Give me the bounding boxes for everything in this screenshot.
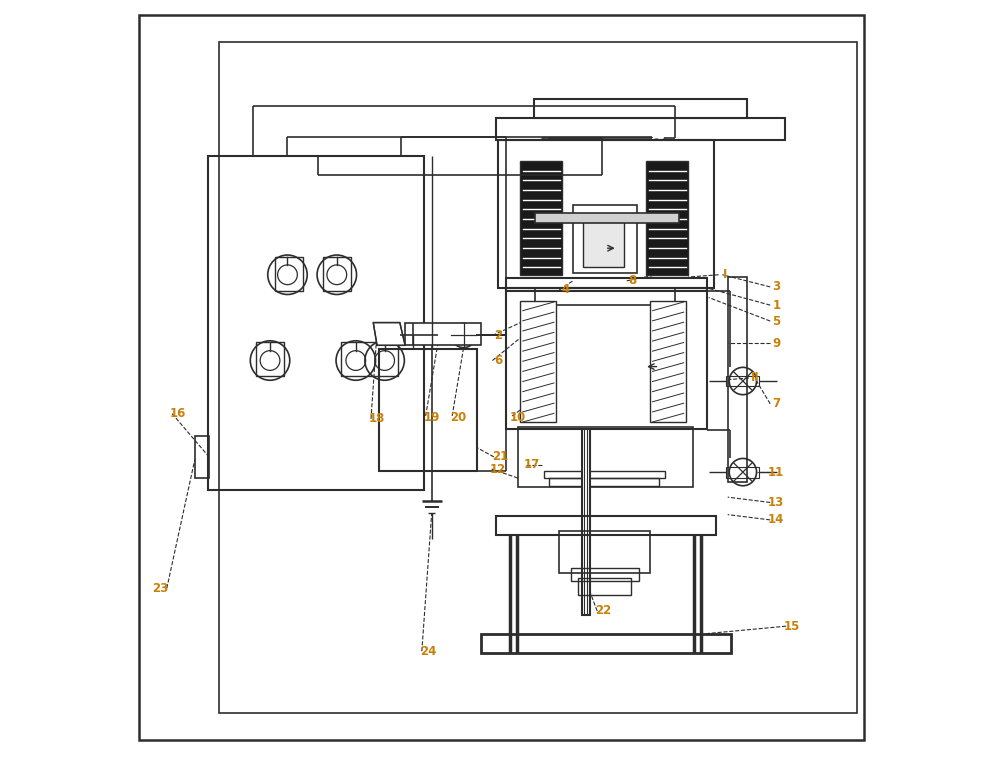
Bar <box>582 429 590 615</box>
Bar <box>518 427 693 487</box>
Bar <box>534 99 747 118</box>
Bar <box>481 634 731 653</box>
Text: 20: 20 <box>450 411 466 424</box>
Text: 1: 1 <box>772 298 780 312</box>
Text: 19: 19 <box>424 411 440 424</box>
Bar <box>498 140 714 288</box>
Bar <box>544 471 665 478</box>
Text: 16: 16 <box>169 407 186 420</box>
Text: 6: 6 <box>494 354 503 367</box>
Text: 10: 10 <box>510 411 526 424</box>
Bar <box>341 342 398 376</box>
Text: II: II <box>751 371 759 385</box>
Text: 18: 18 <box>369 412 385 426</box>
Text: 14: 14 <box>768 513 784 527</box>
Bar <box>726 376 759 386</box>
Bar <box>578 578 631 595</box>
Text: 24: 24 <box>420 644 436 658</box>
Text: 17: 17 <box>524 458 540 471</box>
Bar <box>256 342 284 376</box>
Bar <box>496 516 716 535</box>
Bar <box>726 467 759 477</box>
Text: 2: 2 <box>494 329 503 342</box>
Bar <box>728 277 747 482</box>
Bar <box>571 568 639 581</box>
Bar <box>405 323 481 345</box>
Bar <box>573 205 637 273</box>
Bar <box>506 288 707 429</box>
Polygon shape <box>373 323 405 345</box>
Bar <box>496 118 785 140</box>
Bar <box>195 436 209 478</box>
Bar <box>219 42 857 713</box>
Bar <box>549 478 659 486</box>
Text: 4: 4 <box>561 283 569 297</box>
Text: 9: 9 <box>772 336 780 350</box>
Text: 12: 12 <box>490 462 506 476</box>
Bar <box>323 257 351 291</box>
Text: 3: 3 <box>772 280 780 294</box>
Bar <box>535 288 675 305</box>
Bar <box>650 301 686 422</box>
Text: I: I <box>722 268 727 282</box>
Bar <box>379 349 477 471</box>
Bar <box>646 161 688 275</box>
Text: 23: 23 <box>153 581 169 595</box>
Bar <box>208 156 424 490</box>
Text: 7: 7 <box>772 397 780 411</box>
Bar <box>559 531 650 573</box>
Text: 22: 22 <box>595 604 611 618</box>
Bar <box>275 257 303 291</box>
Text: 13: 13 <box>768 496 784 509</box>
Text: 21: 21 <box>492 450 508 464</box>
Bar <box>506 278 707 291</box>
Bar <box>535 213 679 223</box>
Text: 15: 15 <box>784 619 800 633</box>
Text: 11: 11 <box>768 465 784 479</box>
Bar <box>583 214 624 267</box>
Text: 8: 8 <box>629 274 637 288</box>
Bar <box>520 161 562 275</box>
Bar <box>520 301 556 422</box>
Text: 5: 5 <box>772 314 780 328</box>
